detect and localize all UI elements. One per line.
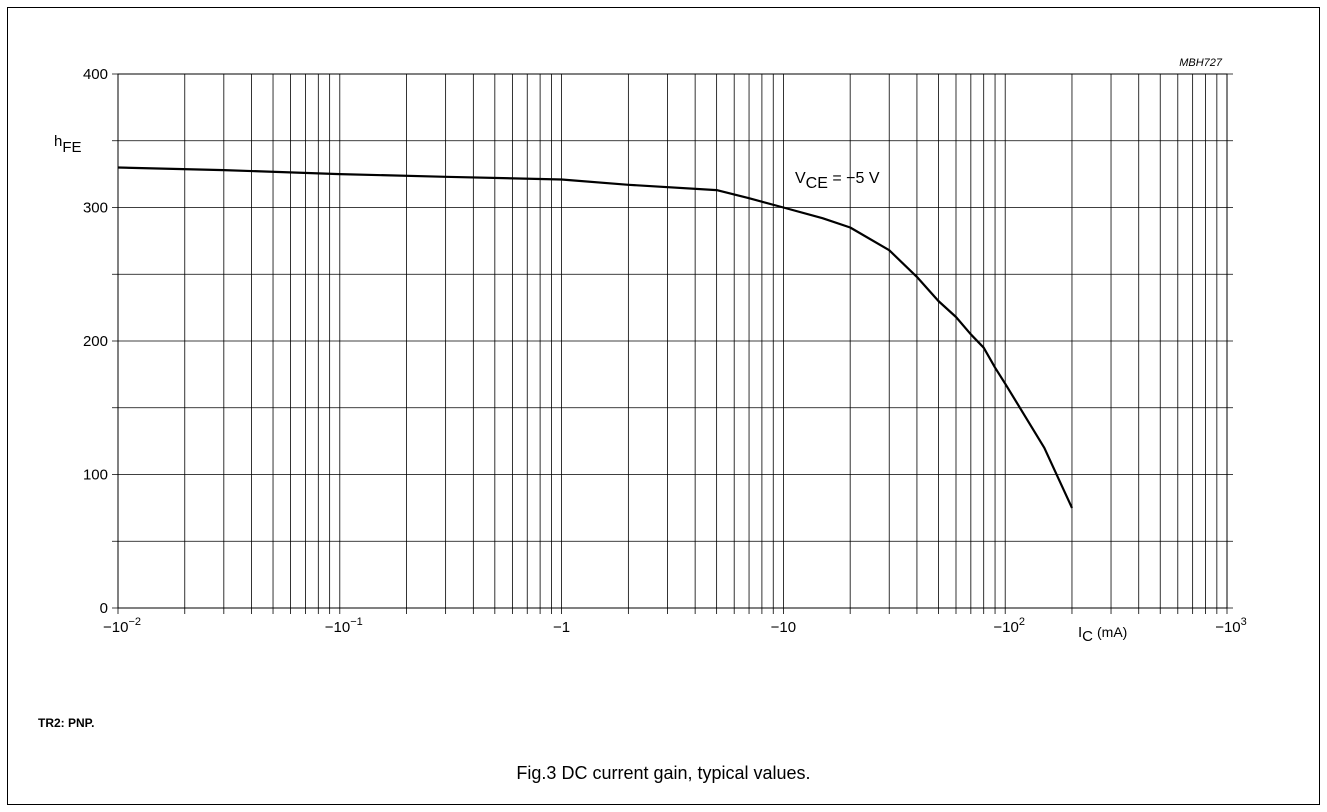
series-label-rest: = −5 V [828, 170, 880, 187]
figure-code: MBH727 [1179, 57, 1223, 69]
x-tick-label: −102 [993, 616, 1025, 636]
x-axis-label-sub: C [1082, 628, 1093, 645]
y-tick-label: 300 [83, 200, 108, 217]
plot-area [117, 73, 1228, 609]
x-tick-label: −10−2 [103, 616, 141, 636]
series-label-main: V [795, 170, 806, 187]
series-layer [117, 166, 1073, 509]
x-tick-label: −10 [771, 619, 796, 636]
x-axis-label-main: I [1078, 624, 1082, 641]
series-label-sub: CE [806, 175, 828, 192]
x-axis-label: IC (mA) [1078, 624, 1127, 645]
y-axis-label-main: h [54, 133, 62, 150]
y-axis-label: hFE [54, 133, 82, 156]
y-axis-label-sub: FE [62, 139, 81, 156]
grid [112, 73, 1233, 614]
tick-labels: 0 100 200 300 400 −10−2 −10−1 −1 −10 −102 −103 [83, 66, 1247, 636]
figure-caption: Fig.3 DC current gain, typical values. [516, 763, 811, 783]
x-tick-label: −103 [1215, 616, 1247, 636]
y-tick-label: 400 [83, 66, 108, 83]
series-line [117, 166, 1073, 509]
y-tick-label: 0 [100, 600, 108, 617]
y-tick-label: 100 [83, 467, 108, 484]
figure-frame [7, 7, 1320, 805]
y-tick-label: 200 [83, 333, 108, 350]
x-tick-label: −10−1 [325, 616, 363, 636]
x-axis-label-unit: (mA) [1097, 624, 1127, 640]
x-tick-label: −1 [553, 619, 570, 636]
device-note: TR2: PNP. [38, 716, 95, 730]
series-label: VCE = −5 V [795, 170, 880, 192]
